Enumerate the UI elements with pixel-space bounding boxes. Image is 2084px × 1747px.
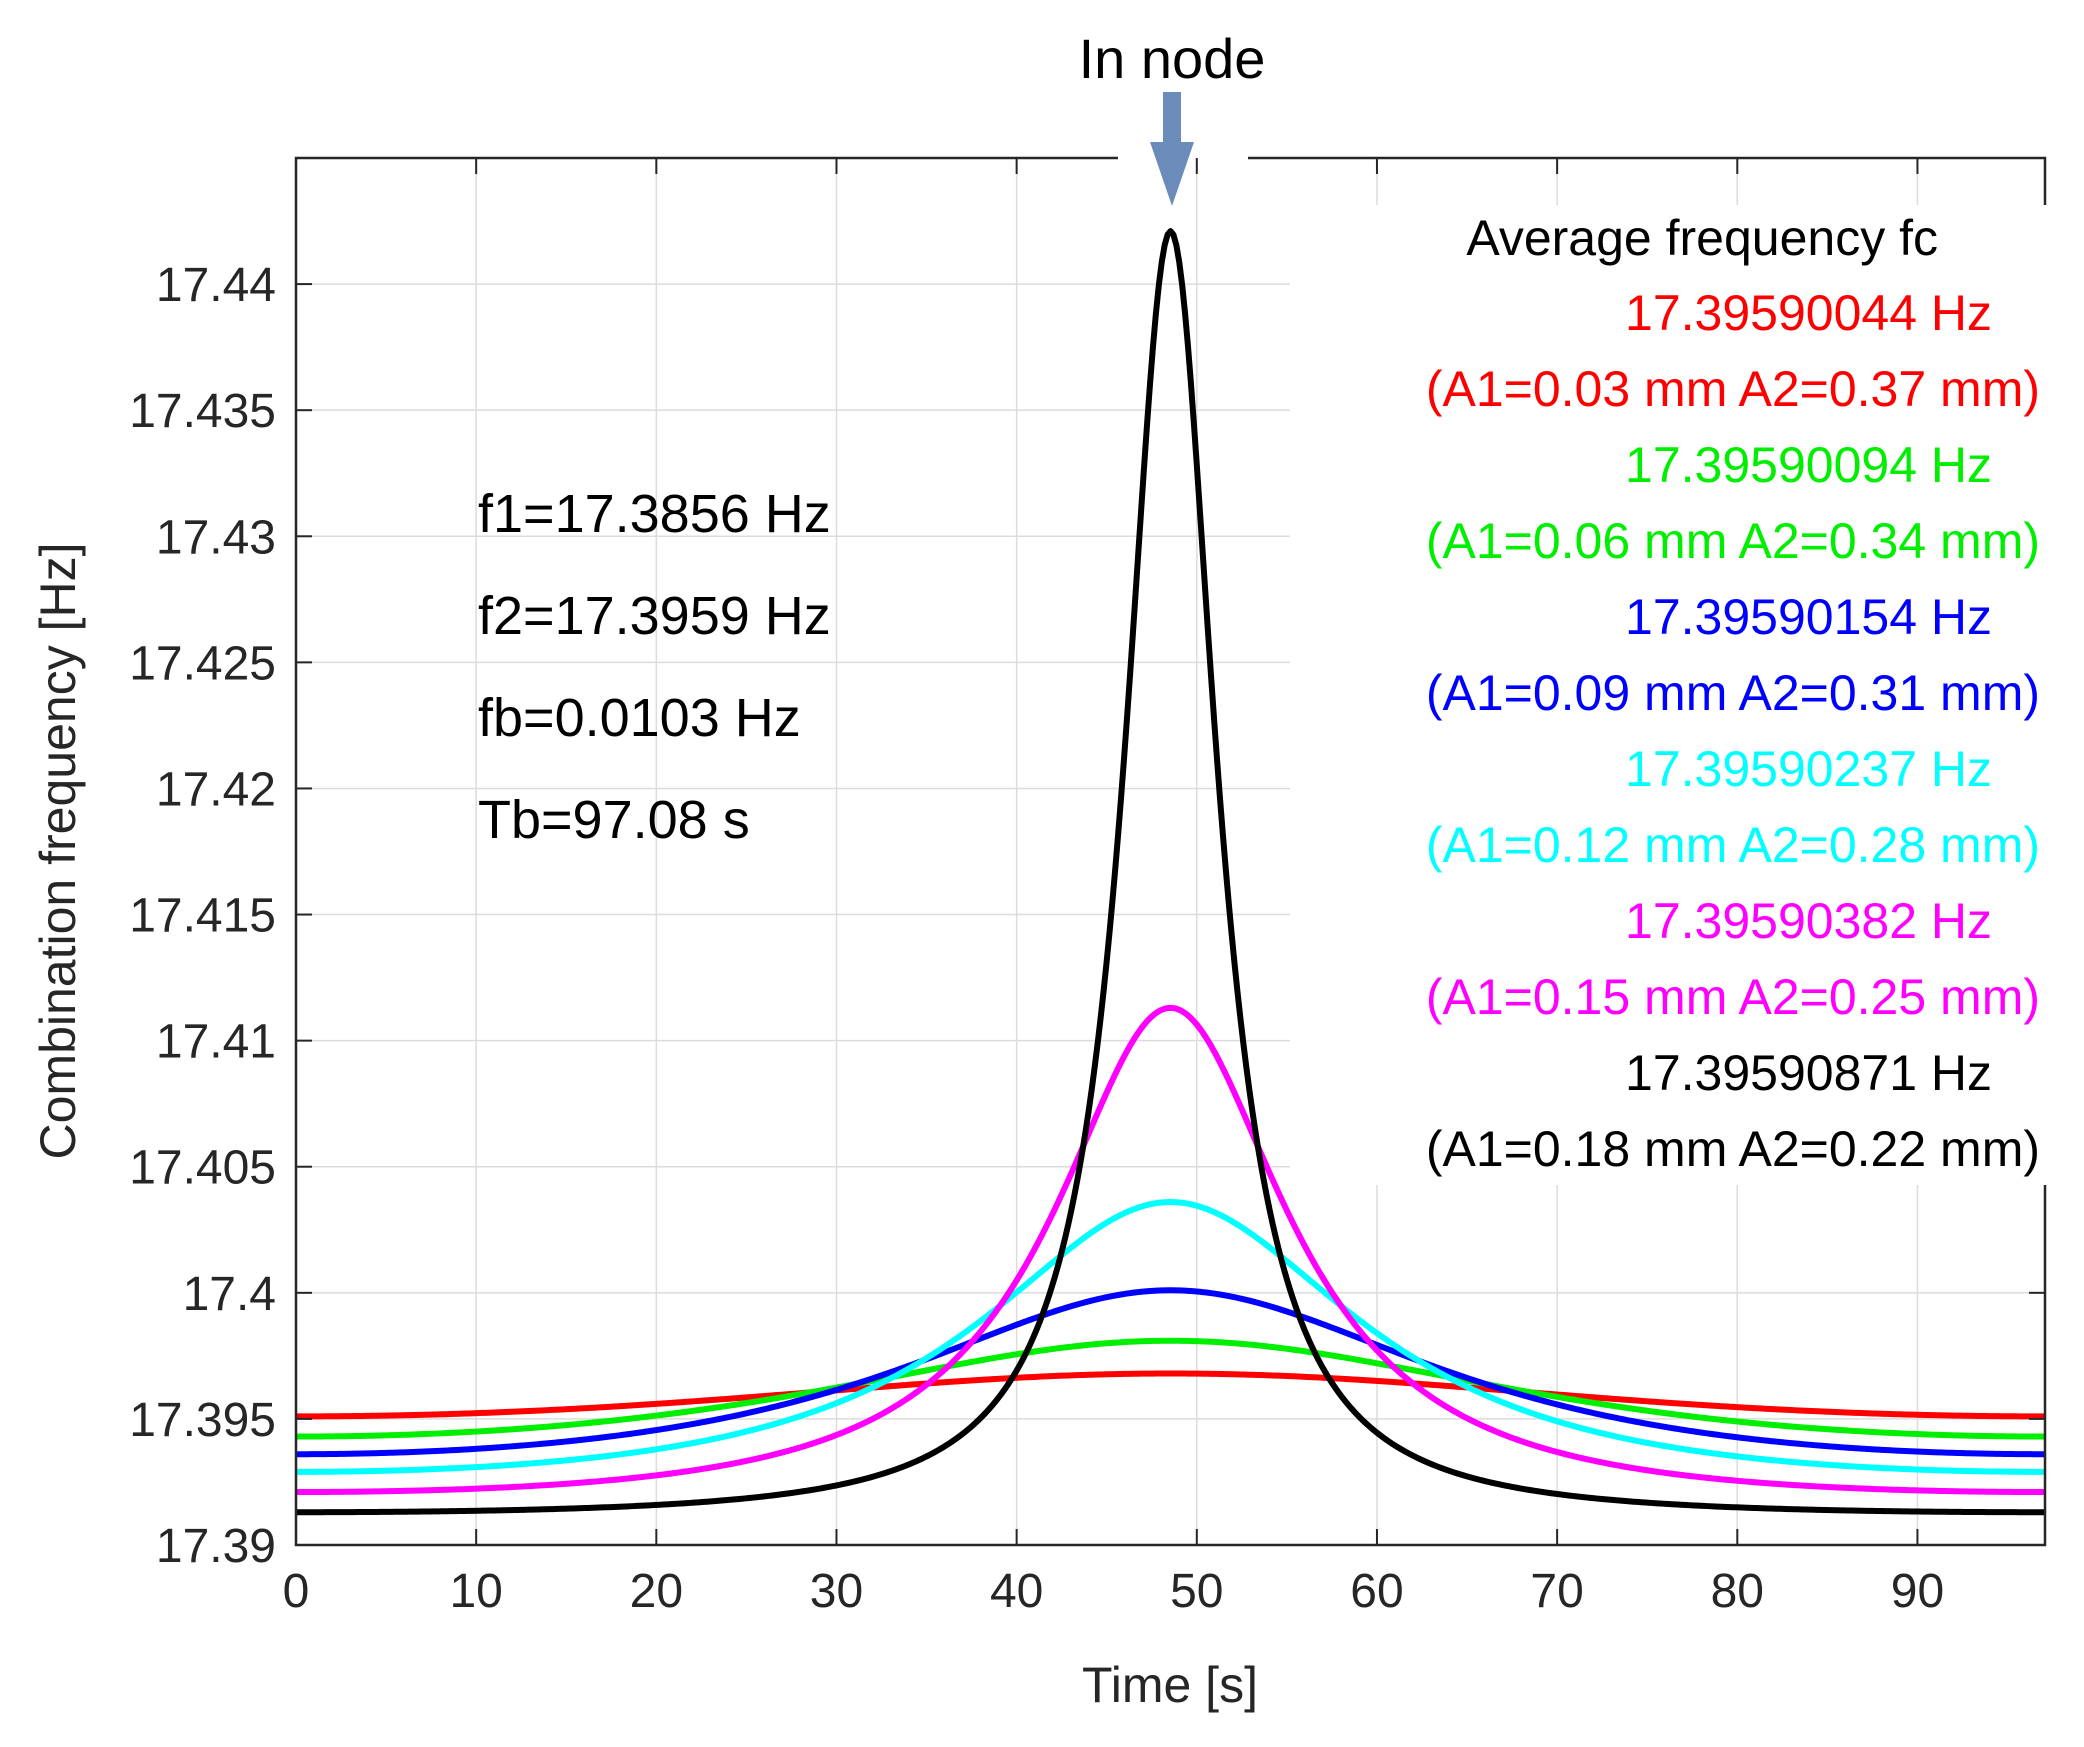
y-tick-label: 17.42 [156, 763, 276, 816]
param-f1: f1=17.3856 Hz [478, 484, 831, 544]
y-tick-label: 17.415 [129, 890, 276, 943]
y-tick-label: 17.44 [156, 259, 276, 312]
tick-marks [295, 158, 2045, 1546]
y-tick-labels: 17.39 17.395 17.4 17.405 17.41 17.415 17.42 17.… [129, 259, 276, 1573]
x-tick-label: 10 [449, 1565, 502, 1618]
legend-amp-cyan: (A1=0.12 mm A2=0.28 mm) [1426, 817, 2040, 873]
legend-fc-magenta: 17.39590382 Hz [1625, 893, 1992, 949]
legend-fc-cyan: 17.39590237 Hz [1625, 741, 1992, 797]
x-axis-label: Time [s] [1082, 1657, 1258, 1713]
series-line-cyan [295, 1199, 2046, 1475]
y-tick-label: 17.43 [156, 511, 276, 564]
legend-fc-black: 17.39590871 Hz [1625, 1045, 1992, 1101]
x-tick-label: 60 [1350, 1565, 1403, 1618]
legend: Average frequency fc 17.39590044 Hz (A1=0… [1290, 205, 2050, 1185]
legend-amp-green: (A1=0.06 mm A2=0.34 mm) [1426, 513, 2040, 569]
y-tick-label: 17.435 [129, 385, 276, 438]
series-group [295, 228, 2046, 1516]
series-line-black [295, 228, 2046, 1516]
y-tick-label: 17.4 [183, 1268, 276, 1321]
y-tick-label: 17.39 [156, 1520, 276, 1573]
y-tick-label: 17.395 [129, 1394, 276, 1447]
y-tick-label: 17.41 [156, 1016, 276, 1069]
legend-amp-blue: (A1=0.09 mm A2=0.31 mm) [1426, 665, 2040, 721]
x-tick-label: 50 [1170, 1565, 1223, 1618]
legend-fc-blue: 17.39590154 Hz [1625, 589, 1992, 645]
series-line-blue [295, 1287, 2046, 1458]
y-tick-label: 17.405 [129, 1142, 276, 1195]
legend-title: Average frequency fc [1466, 210, 1938, 266]
param-tb: Tb=97.08 s [478, 790, 750, 850]
legend-amp-red: (A1=0.03 mm A2=0.37 mm) [1426, 361, 2040, 417]
x-tick-label: 0 [283, 1565, 310, 1618]
legend-amp-black: (A1=0.18 mm A2=0.22 mm) [1426, 1121, 2040, 1177]
legend-fc-red: 17.39590044 Hz [1625, 285, 1992, 341]
in-node-arrow-icon [1150, 92, 1194, 206]
in-node-annotation: In node [1079, 27, 1266, 90]
x-tick-label: 70 [1530, 1565, 1583, 1618]
y-axis-label: Combination frequency [Hz] [30, 543, 86, 1160]
param-fb: fb=0.0103 Hz [478, 688, 801, 748]
x-tick-label: 30 [810, 1565, 863, 1618]
series-line-red [295, 1370, 2046, 1420]
series-line-green [295, 1337, 2046, 1440]
parameter-block: f1=17.3856 Hz f2=17.3959 Hz fb=0.0103 Hz… [478, 484, 831, 850]
y-tick-label: 17.425 [129, 637, 276, 690]
x-tick-label: 40 [990, 1565, 1043, 1618]
x-tick-label: 20 [630, 1565, 683, 1618]
series-line-magenta [295, 1004, 2046, 1496]
legend-amp-magenta: (A1=0.15 mm A2=0.25 mm) [1426, 969, 2040, 1025]
x-tick-labels: 0 10 20 30 40 50 60 70 80 90 [283, 1565, 1944, 1618]
x-tick-label: 80 [1711, 1565, 1764, 1618]
legend-background [1290, 205, 2050, 1185]
x-tick-label: 90 [1891, 1565, 1944, 1618]
legend-fc-green: 17.39590094 Hz [1625, 437, 1992, 493]
param-f2: f2=17.3959 Hz [478, 586, 831, 646]
